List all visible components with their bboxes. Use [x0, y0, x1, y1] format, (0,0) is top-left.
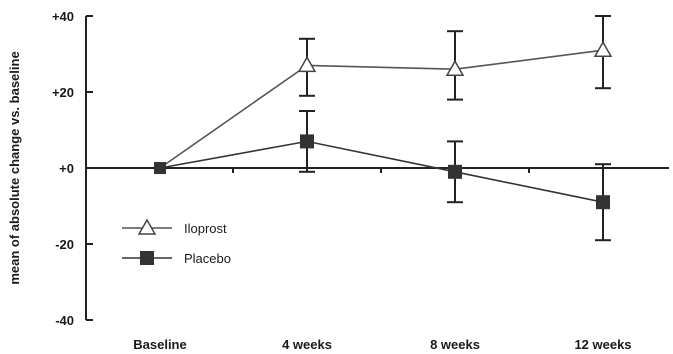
- y-tick-label: +20: [52, 85, 74, 100]
- legend-item: Placebo: [122, 251, 231, 266]
- legend-label: Placebo: [184, 251, 231, 266]
- legend-marker: [140, 251, 154, 265]
- data-point: [448, 164, 462, 179]
- data-point: [445, 59, 465, 76]
- data-point: [596, 195, 610, 210]
- series-iloprost: [154, 15, 613, 174]
- x-tick-label: 4 weeks: [282, 337, 332, 352]
- legend-item: Iloprost: [122, 218, 227, 236]
- data-point: [300, 134, 314, 149]
- series-placebo: [154, 110, 611, 242]
- y-axis-ticks: +40 +20 +0 -20 -40: [52, 9, 93, 328]
- data-point: [593, 40, 613, 57]
- data-point: [297, 55, 317, 73]
- y-tick-label: +40: [52, 9, 74, 24]
- legend-marker: [137, 218, 157, 235]
- x-tick-label: 8 weeks: [430, 337, 480, 352]
- series-line: [159, 140, 604, 203]
- legend: Iloprost Placebo: [122, 218, 231, 266]
- x-tick-label: 12 weeks: [574, 337, 631, 352]
- legend-label: Iloprost: [184, 221, 227, 236]
- series-layer: [154, 15, 613, 242]
- y-tick-label: -20: [55, 237, 74, 252]
- x-tick-label: Baseline: [133, 337, 186, 352]
- y-tick-label: +0: [59, 161, 74, 176]
- y-tick-label: -40: [55, 313, 74, 328]
- y-axis-title: mean of absolute change vs. baseline: [7, 51, 22, 284]
- x-axis-ticks: Baseline 4 weeks 8 weeks 12 weeks: [133, 168, 632, 352]
- baseline-marker: [154, 162, 166, 174]
- series-line: [159, 49, 604, 169]
